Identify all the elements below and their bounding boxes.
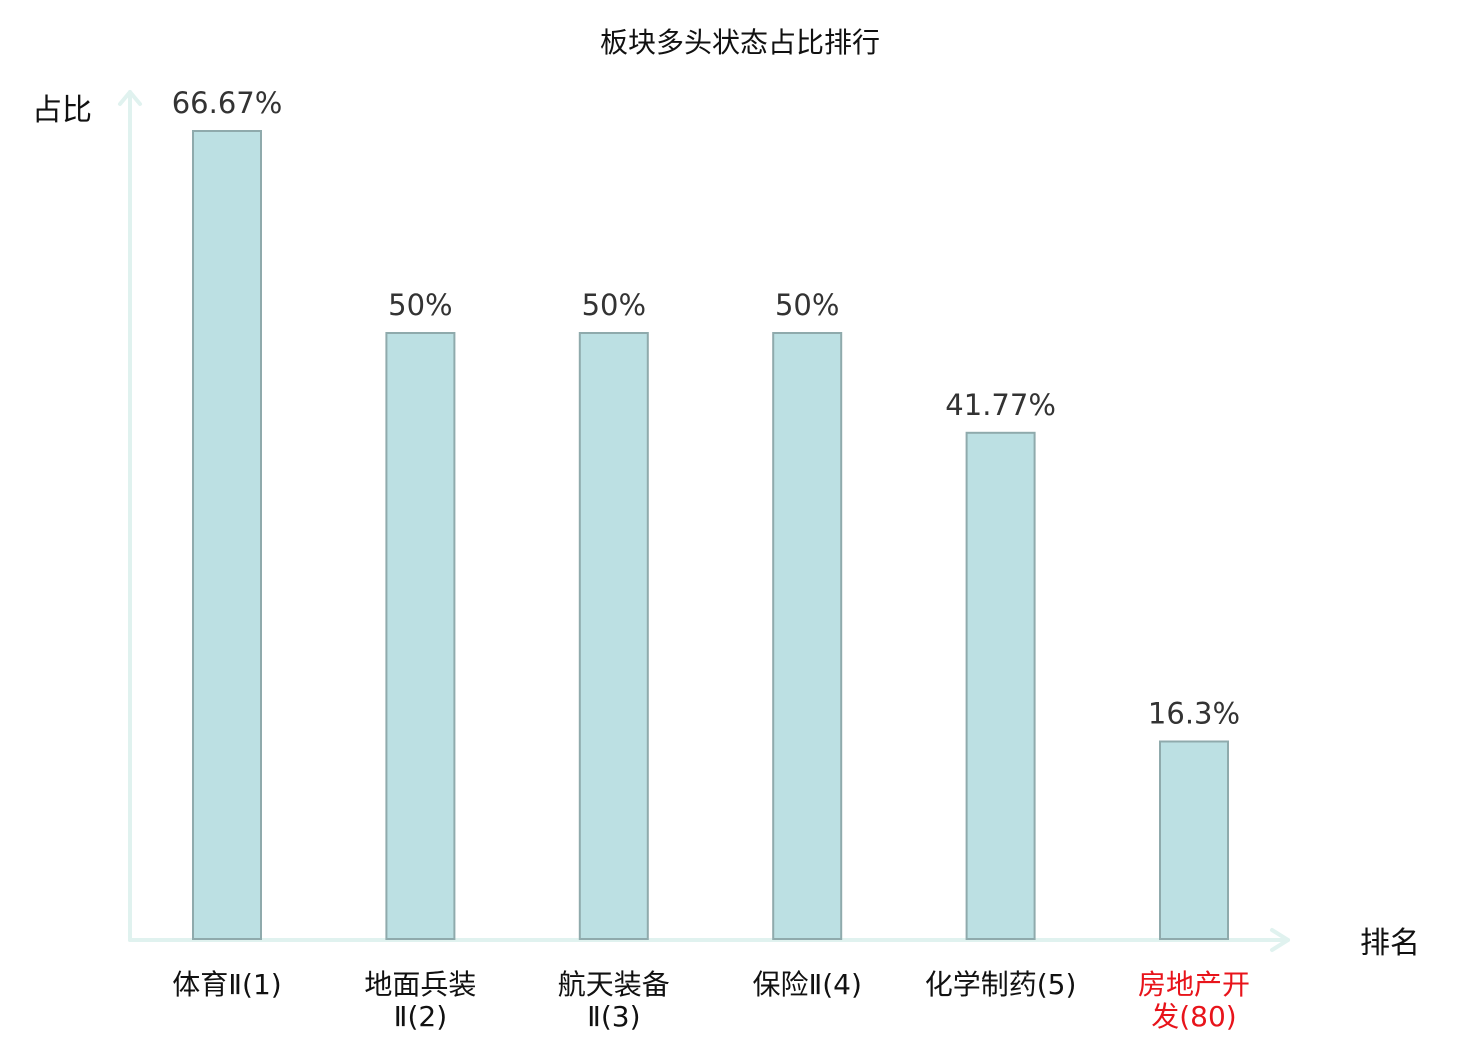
bar bbox=[1159, 740, 1229, 940]
y-axis-label: 占比 bbox=[32, 93, 92, 128]
bar-value-label: 41.77% bbox=[945, 388, 1056, 422]
value-labels: 66.67% 50% 50% 50% 41.77% 16.3% bbox=[172, 86, 1240, 731]
bar-series bbox=[192, 130, 1229, 940]
bar-value-label: 66.67% bbox=[172, 86, 283, 120]
category-tick-label: 保险Ⅱ(4) bbox=[752, 968, 861, 1001]
category-tick-label: 化学制药(5) bbox=[925, 968, 1077, 1001]
bar bbox=[578, 332, 649, 940]
category-tick-label: 体育Ⅱ(1) bbox=[172, 968, 281, 1001]
chart-title: 板块多头状态占比排行 bbox=[600, 26, 880, 59]
bar bbox=[385, 332, 456, 940]
x-axis: 排名 bbox=[128, 926, 1420, 961]
category-tick-label: 房地产开发(80) bbox=[1138, 968, 1250, 1033]
x-axis-arrow-icon bbox=[1270, 928, 1290, 952]
y-axis: 占比 bbox=[32, 90, 142, 942]
bar bbox=[772, 332, 843, 940]
x-axis-label: 排名 bbox=[1360, 926, 1420, 961]
bar bbox=[192, 130, 262, 940]
bar bbox=[965, 431, 1036, 940]
category-labels: 体育Ⅱ(1) 地面兵装 Ⅱ(2) 航天装备 Ⅱ(3) 保险Ⅱ(4) 化学制药(5) 房地产开发… bbox=[172, 968, 1250, 1033]
category-tick-label: 地面兵装 Ⅱ(2) bbox=[364, 968, 476, 1033]
bar-value-label: 50% bbox=[775, 288, 839, 322]
bar-value-label: 50% bbox=[582, 288, 646, 322]
bar-value-label: 50% bbox=[388, 288, 452, 322]
y-axis-arrow-icon bbox=[118, 90, 142, 106]
bar-value-label: 16.3% bbox=[1148, 697, 1240, 731]
category-tick-label: 航天装备 Ⅱ(3) bbox=[558, 968, 670, 1033]
